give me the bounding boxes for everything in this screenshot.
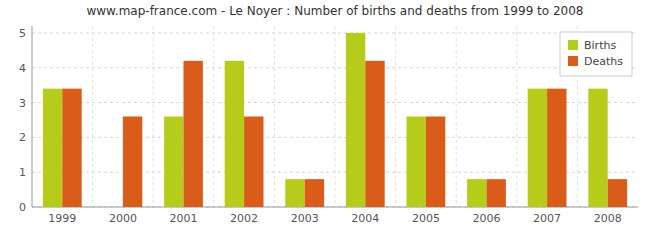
legend-box <box>560 32 632 76</box>
group-separator <box>153 26 154 207</box>
bar <box>62 89 81 207</box>
bar <box>528 89 547 207</box>
x-tick-label: 2005 <box>412 212 440 225</box>
bar <box>285 179 304 207</box>
bar <box>547 89 566 207</box>
y-tick-label: 1 <box>19 166 26 179</box>
x-tick-label: 2001 <box>170 212 198 225</box>
bar <box>104 207 123 208</box>
y-axis-line <box>32 26 33 207</box>
bar <box>164 117 183 208</box>
x-tick-label: 2007 <box>533 212 561 225</box>
bar <box>608 179 627 207</box>
bar <box>365 61 384 207</box>
x-tick-label: 2003 <box>291 212 319 225</box>
bar <box>225 61 244 207</box>
x-tick-label: 2002 <box>230 212 258 225</box>
grid-line <box>32 32 638 33</box>
bar <box>123 117 142 208</box>
grid-line <box>32 67 638 68</box>
legend-label: Deaths <box>584 55 623 68</box>
bar <box>43 89 62 207</box>
x-tick-label: 1999 <box>48 212 76 225</box>
bar <box>407 117 426 208</box>
bars <box>43 33 627 207</box>
group-separator <box>335 26 336 207</box>
y-tick-label: 3 <box>19 97 26 110</box>
bar <box>305 179 324 207</box>
x-tick-label: 2008 <box>594 212 622 225</box>
legend: Births Deaths <box>560 32 632 76</box>
group-separator <box>274 26 275 207</box>
bar <box>184 61 203 207</box>
title: www.map-france.com - Le Noyer : Number o… <box>86 4 583 18</box>
chart: www.map-france.com - Le Noyer : Number o… <box>0 0 650 229</box>
x-tick-label: 2004 <box>351 212 379 225</box>
group-separator <box>213 26 214 207</box>
group-separator <box>395 26 396 207</box>
bar <box>426 117 445 208</box>
bar <box>467 179 486 207</box>
x-tick-label: 2000 <box>109 212 137 225</box>
group-separator <box>456 26 457 207</box>
legend-swatch <box>568 56 578 66</box>
bar <box>244 117 263 208</box>
bar <box>487 179 506 207</box>
x-tick-label: 2006 <box>473 212 501 225</box>
bar <box>346 33 365 207</box>
legend-swatch <box>568 40 578 50</box>
y-tick-label: 0 <box>19 201 26 214</box>
group-separator <box>92 26 93 207</box>
group-separator <box>516 26 517 207</box>
y-tick-label: 2 <box>19 131 26 144</box>
bar <box>588 89 607 207</box>
legend-label: Births <box>584 39 616 52</box>
y-tick-label: 5 <box>19 27 26 40</box>
y-tick-label: 4 <box>19 62 26 75</box>
